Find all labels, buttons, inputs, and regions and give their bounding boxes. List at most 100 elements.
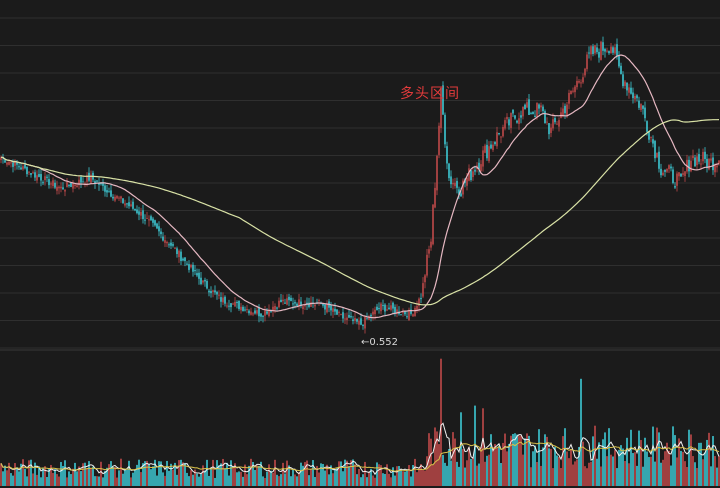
candle-body: [712, 157, 714, 171]
volume-bar: [368, 471, 370, 486]
candle-body: [590, 46, 592, 55]
candle-body: [168, 244, 170, 246]
volume-bar: [626, 437, 628, 486]
candle-body: [90, 174, 92, 183]
volume-bar: [116, 477, 118, 486]
candle-body: [488, 146, 490, 162]
volume-bar: [170, 463, 172, 486]
volume-bar: [156, 475, 158, 486]
volume-bar: [486, 455, 488, 486]
volume-bar: [360, 477, 362, 486]
candle-body: [456, 180, 458, 188]
candle-body: [538, 104, 540, 109]
volume-bar: [668, 450, 670, 486]
volume-bar: [126, 469, 128, 486]
volume-bar: [222, 458, 224, 486]
volume-bar: [272, 472, 274, 486]
candle-body: [60, 186, 62, 189]
candle-body: [458, 189, 460, 196]
volume-bar: [10, 473, 12, 486]
candle-body: [286, 298, 288, 305]
candle-body: [624, 81, 626, 86]
volume-bar: [264, 477, 266, 486]
volume-bar: [62, 465, 64, 486]
volume-bar: [284, 473, 286, 486]
candle-body: [480, 164, 482, 171]
volume-bar: [306, 460, 308, 486]
candle-body: [216, 291, 218, 295]
candle-body: [20, 167, 22, 170]
volume-bar: [188, 476, 190, 486]
candle-body: [6, 162, 8, 165]
candle-body: [126, 203, 128, 205]
candle-body: [450, 176, 452, 185]
volume-bar: [198, 476, 200, 486]
volume-bar: [110, 461, 112, 486]
candle-body: [492, 144, 494, 150]
ma-long-line: [0, 119, 720, 306]
volume-bar: [580, 378, 582, 486]
candle-body: [426, 254, 428, 276]
volume-bar: [74, 462, 76, 486]
volume-bar: [672, 426, 674, 486]
volume-bar: [260, 461, 262, 486]
candle-body: [610, 46, 612, 54]
candle-body: [444, 114, 446, 145]
volume-bar: [492, 447, 494, 486]
candle-body: [322, 303, 324, 306]
candle-body: [672, 169, 674, 183]
volume-bar: [280, 474, 282, 486]
candle-body: [356, 318, 358, 322]
volume-bar: [354, 464, 356, 486]
volume-bar: [466, 460, 468, 486]
candle-body: [500, 136, 502, 138]
volume-bar: [322, 463, 324, 486]
candle-body: [586, 54, 588, 70]
volume-bar: [684, 461, 686, 486]
candle-body: [662, 172, 664, 176]
volume-bar: [542, 447, 544, 486]
candle-body: [302, 306, 304, 310]
volume-bar: [390, 477, 392, 486]
volume-bar: [0, 463, 2, 486]
candle-body: [648, 131, 650, 140]
volume-bar: [300, 462, 302, 486]
volume-bar: [338, 461, 340, 486]
candle-body: [388, 307, 390, 310]
candle-body: [612, 47, 614, 53]
candle-body: [432, 204, 434, 245]
candle-body: [554, 118, 556, 123]
volume-bar: [88, 461, 90, 486]
candle-body: [330, 305, 332, 311]
candle-body: [618, 55, 620, 67]
volume-bar: [296, 476, 298, 486]
candle-body: [336, 309, 338, 315]
moving-average-lines: [0, 54, 720, 319]
candle-body: [76, 185, 78, 188]
volume-bar: [140, 472, 142, 486]
volume-bar: [252, 461, 254, 486]
volume-bar: [146, 460, 148, 486]
candle-body: [494, 142, 496, 145]
candle-body: [164, 240, 166, 243]
candle-body: [522, 106, 524, 117]
candle-body: [410, 309, 412, 314]
volume-bar: [458, 466, 460, 486]
candle-body: [368, 316, 370, 320]
candle-body: [632, 92, 634, 99]
candle-body: [24, 164, 26, 169]
candle-body: [546, 121, 548, 123]
candle-body: [420, 298, 422, 300]
volume-bar: [220, 463, 222, 486]
volume-bar: [638, 430, 640, 486]
volume-bar: [642, 466, 644, 486]
volume-bars: [0, 358, 720, 486]
candle-body: [54, 182, 56, 188]
volume-bar: [592, 436, 594, 486]
volume-bar: [526, 433, 528, 486]
candle-body: [352, 319, 354, 322]
volume-bar: [398, 466, 400, 486]
volume-bar: [186, 472, 188, 486]
candle-body: [552, 119, 554, 129]
